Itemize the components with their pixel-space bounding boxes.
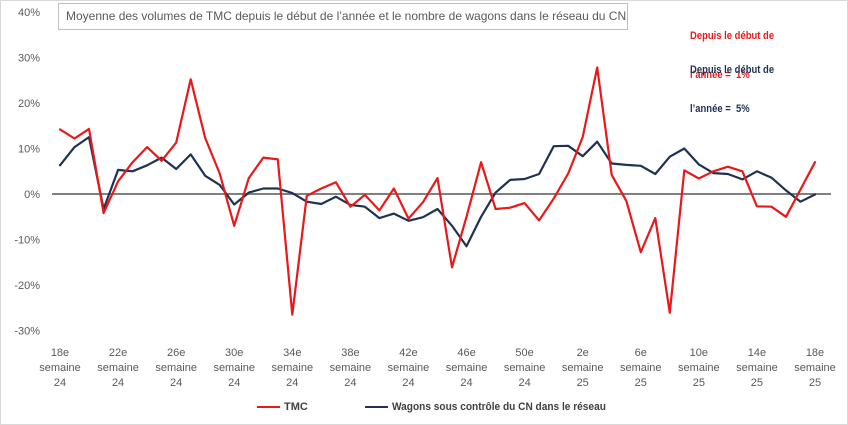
legend-item-tmc: TMC [257,399,308,415]
x-tick-label: 30e semaine 24 [213,347,255,389]
x-tick-label-line: 24 [460,377,472,389]
x-tick-label: 6e semaine 25 [620,347,662,389]
y-tick-label: 30% [18,53,40,65]
x-tick-label: 34e semaine 24 [272,347,314,389]
x-tick-label-line: semaine [794,362,836,374]
x-tick-label-line: 18e [51,347,69,359]
x-tick-label: 10e semaine 25 [678,347,720,389]
legend-item-wagons: Wagons sous contrôle du CN dans le résea… [365,399,624,415]
x-tick-label-line: 24 [344,377,356,389]
x-axis: 18e semaine 24 22e semaine 24 26e semaine 24 30e s… [39,347,836,389]
x-tick-label-line: 42e [399,347,417,359]
x-tick-label: 18e semaine 24 [39,347,81,389]
y-tick-label: -10% [14,235,40,247]
x-tick-label-line: semaine [504,362,546,374]
x-tick-label-line: semaine [446,362,488,374]
x-tick-label: 22e semaine 24 [97,347,139,389]
x-tick-label-line: 24 [170,377,182,389]
x-tick-label: 38e semaine 24 [330,347,372,389]
y-tick-label: 0% [24,189,40,201]
x-tick-label-line: 25 [751,377,763,389]
x-tick-label-line: 24 [402,377,414,389]
x-tick-label: 42e semaine 24 [388,347,430,389]
legend-label-wagons: Wagons sous contrôle du CN dans le résea… [392,401,606,413]
x-tick-label-line: 30e [225,347,243,359]
x-tick-label-line: 24 [54,377,66,389]
series-layer [58,66,817,316]
x-tick-label-line: 22e [109,347,127,359]
x-tick-label-line: semaine [388,362,430,374]
series-line-tmc [58,66,817,316]
x-tick-label-line: semaine [736,362,778,374]
x-tick-label-line: 25 [693,377,705,389]
annotation-line: Depuis le début de [690,64,775,76]
x-tick-label-line: 2e [577,347,589,359]
x-tick-label-line: 46e [457,347,475,359]
annotation-line: l’année = 5% [690,103,750,115]
x-tick-label-line: semaine [272,362,314,374]
x-tick-label-line: semaine [562,362,604,374]
x-tick-label-line: semaine [155,362,197,374]
x-tick-label-line: 14e [748,347,766,359]
x-tick-label: 26e semaine 24 [155,347,197,389]
x-tick-label-line: 38e [341,347,359,359]
x-tick-label: 18e semaine 25 [794,347,836,389]
x-tick-label-line: 34e [283,347,301,359]
x-tick-label-line: semaine [678,362,720,374]
series-line-wagons [58,136,817,248]
y-tick-label: 10% [18,144,40,156]
x-tick-label-line: 50e [515,347,533,359]
y-axis: 40% 30% 20% 10% 0% -10% -20% -30% [14,7,40,338]
x-tick-label: 46e semaine 24 [446,347,488,389]
x-tick-label-line: 25 [577,377,589,389]
x-tick-label-line: semaine [39,362,81,374]
y-tick-label: 40% [18,7,40,19]
x-tick-label-line: semaine [620,362,662,374]
x-tick-label-line: 24 [286,377,298,389]
x-tick-label-line: 25 [809,377,821,389]
x-tick-label-line: 24 [518,377,530,389]
x-tick-label-line: 10e [690,347,708,359]
x-tick-label-line: 25 [635,377,647,389]
x-tick-label-line: 26e [167,347,185,359]
x-tick-label-line: 24 [112,377,124,389]
legend-swatch-wagons [365,406,388,408]
legend-swatch-tmc [257,406,280,408]
legend-label-tmc: TMC [284,401,308,413]
annotation-wagons-ytd: Depuis le début de l’année = 5% [690,38,774,142]
y-tick-label: 20% [18,98,40,110]
annotation-tmc-ytd: Depuis le début de l’année = 1% [690,4,774,108]
y-tick-label: -30% [14,326,40,338]
x-tick-label-line: 24 [228,377,240,389]
x-tick-label-line: semaine [97,362,139,374]
x-tick-label-line: semaine [330,362,372,374]
x-tick-label-line: 6e [635,347,647,359]
x-tick-label-line: 18e [806,347,824,359]
x-tick-label-line: semaine [213,362,255,374]
x-tick-label: 2e semaine 25 [562,347,604,389]
annotation-line: l’année = 1% [690,69,750,81]
x-tick-label: 50e semaine 24 [504,347,546,389]
y-tick-label: -20% [14,280,40,292]
chart-title: Moyenne des volumes de TMC depuis le déb… [58,3,628,30]
x-tick-label: 14e semaine 25 [736,347,778,389]
annotation-line: Depuis le début de [690,30,775,42]
